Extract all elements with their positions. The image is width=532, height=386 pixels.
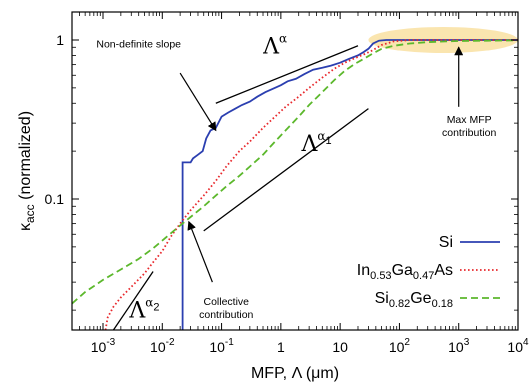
annotation-text-2-1: contribution [442, 127, 496, 139]
slope-label-0: Λα [262, 32, 287, 60]
y-tick-label: 1 [56, 32, 64, 48]
y-axis-label: κacc (normalized) [17, 111, 37, 231]
slope-label-1: Λα1 [300, 129, 331, 157]
x-tick-label: 10-3 [91, 337, 116, 355]
plot-frame [71, 11, 519, 331]
annotation-arrow-0 [179, 72, 217, 132]
x-tick-label: 103 [448, 337, 470, 355]
legend-label-2: Si0.82Ge0.18 [375, 290, 453, 310]
series-line-1 [104, 39, 518, 330]
x-axis-label: MFP, Λ (μm) [251, 365, 339, 382]
y-tick-label: 0.1 [45, 191, 65, 207]
legend-label-0: Si [439, 234, 453, 251]
x-tick-label: 102 [389, 337, 411, 355]
annotation-text-0-0: Non-definite slope [96, 38, 181, 50]
x-tick-label: 10-2 [150, 337, 175, 355]
slope-label-2: Λα2 [128, 295, 159, 323]
x-tick-label: 104 [507, 337, 529, 355]
annotation-text-1-0: Collective [203, 296, 249, 308]
annotation-text-1-1: contribution [199, 309, 253, 321]
annotation-arrow-1 [187, 220, 213, 283]
x-tick-label: 1 [277, 339, 285, 355]
slope-line-0 [215, 45, 359, 104]
legend-label-1: In0.53Ga0.47As [357, 262, 453, 282]
slope-line-2 [112, 271, 154, 331]
x-tick-label: 10-1 [209, 337, 234, 355]
annotation-text-2-0: Max MFP [447, 114, 492, 126]
series-line-0 [181, 39, 518, 330]
series-line-2 [72, 39, 518, 305]
slope-line-1 [203, 108, 369, 232]
x-tick-label: 10 [332, 339, 348, 355]
